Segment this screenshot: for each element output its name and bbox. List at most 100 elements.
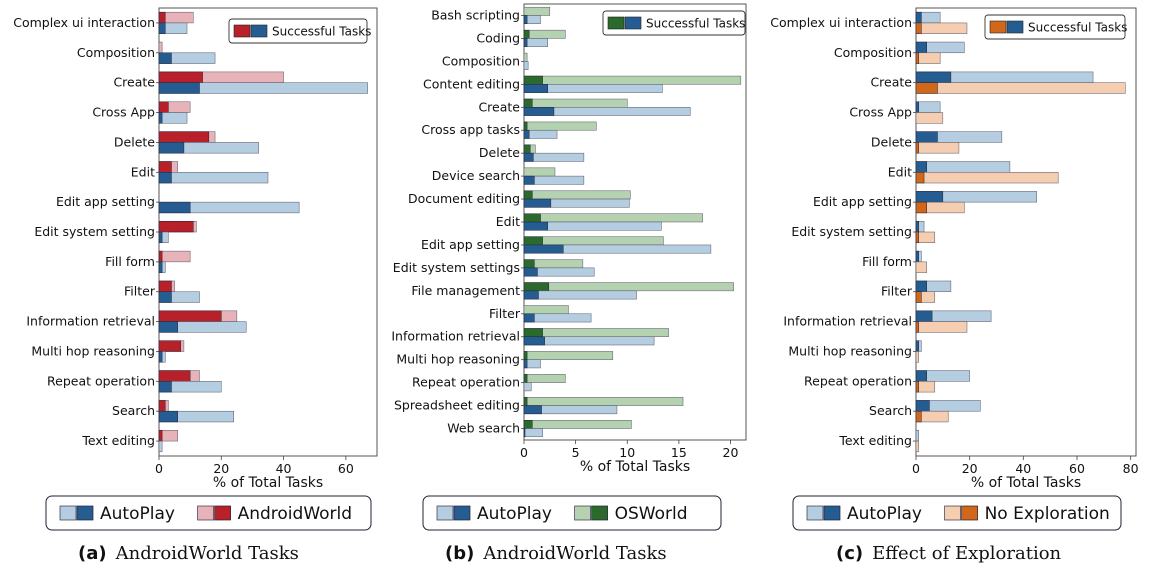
bar-successful-androidworld — [158, 340, 182, 352]
bottom-legend-label: AutoPlay — [100, 504, 175, 524]
bar-successful-autoplay — [158, 291, 172, 303]
category-label: Information retrieval — [26, 314, 155, 329]
bar-successful-androidworld — [158, 430, 163, 442]
category-label: Composition — [834, 45, 912, 60]
bar-total-autoplay — [915, 161, 1011, 173]
bar-total-androidworld — [158, 250, 191, 263]
bar-total-osworld — [523, 52, 528, 62]
bar-successful-androidworld — [158, 370, 191, 382]
bar-total-autoplay — [523, 290, 637, 300]
bottom-legend-swatch-dark — [453, 505, 471, 521]
category-label: Document editing — [408, 191, 520, 206]
bar-total-osworld — [523, 75, 742, 85]
bar-total-autoplay — [915, 430, 919, 442]
category-label: Create — [870, 75, 912, 90]
category-label: Edit — [496, 214, 520, 229]
category-label: Information retrieval — [391, 329, 520, 344]
caption-text: AndroidWorld Tasks — [115, 543, 299, 564]
category-label: Composition — [442, 53, 520, 68]
category-label: Multi hop reasoning — [396, 352, 520, 367]
bar-total-androidworld — [158, 41, 163, 54]
bottom-legend-swatch-light — [436, 505, 454, 521]
category-label: Edit system setting — [34, 224, 155, 239]
chart-panel-3: Complex ui interaction Composition Create C… — [770, 7, 1139, 564]
bar-successful-autoplay — [158, 261, 163, 273]
legend-swatch-dark-2 — [250, 24, 268, 38]
bar-successful-osworld — [523, 144, 531, 154]
caption-label: (b) — [445, 543, 474, 564]
bar-successful-autoplay — [158, 82, 200, 94]
category-label: Content editing — [423, 76, 520, 91]
bottom-legend-swatch-dark — [214, 505, 231, 521]
bar-successful-autoplay — [915, 71, 952, 83]
caption: (c) Effect of Exploration — [836, 543, 1062, 564]
bar-successful-no-exploration — [915, 82, 938, 94]
bar-successful-autoplay — [158, 201, 191, 214]
bar-successful-autoplay — [158, 22, 166, 34]
bar-successful-autoplay — [523, 313, 535, 323]
category-label: Edit app setting — [56, 194, 155, 209]
bottom-legend-label: No Exploration — [985, 504, 1110, 524]
bottom-legend-swatch-light — [59, 505, 77, 521]
bar-successful-osworld — [523, 282, 550, 292]
bottom-legend: AutoPlay AndroidWorld — [45, 495, 372, 531]
bar-total-autoplay — [523, 382, 532, 392]
x-tick-label: 60 — [1069, 461, 1085, 476]
category-label: Edit system setting — [791, 224, 912, 239]
bottom-legend-label: OSWorld — [615, 504, 688, 524]
bar-successful-osworld — [523, 420, 533, 429]
bar-successful-osworld — [523, 190, 533, 200]
x-tick-label: 20 — [213, 461, 229, 476]
bar-total-no-exploration — [915, 142, 960, 154]
bar-successful-autoplay — [158, 410, 178, 423]
category-label: Edit — [131, 164, 155, 179]
bar-successful-autoplay — [158, 172, 172, 184]
bar-total-osworld — [523, 29, 566, 39]
bar-total-no-exploration — [915, 112, 944, 124]
bar-successful-autoplay — [523, 175, 535, 185]
category-label: Filter — [124, 284, 156, 299]
bar-successful-no-exploration — [915, 142, 919, 154]
panel-caption: (a) AndroidWorld Tasks — [78, 543, 299, 564]
bottom-legend-label: AndroidWorld — [238, 504, 352, 524]
category-label: Bash scripting — [431, 7, 520, 22]
chart-panel-2: Bash scripting Coding Composition Content e… — [391, 3, 747, 564]
bar-total-osworld — [523, 236, 664, 246]
bar-successful-osworld — [523, 121, 528, 131]
x-axis-label: % of Total Tasks — [213, 475, 323, 491]
bar-successful-autoplay — [523, 84, 548, 93]
category-label: Composition — [77, 45, 155, 60]
bar-total-osworld — [523, 397, 684, 406]
bar-total-osworld — [523, 351, 614, 360]
category-label: Repeat operation — [412, 375, 520, 390]
bar-successful-no-exploration — [915, 22, 922, 34]
category-label: Fill form — [105, 254, 155, 269]
caption: (a) AndroidWorld Tasks — [78, 543, 299, 564]
bar-successful-androidworld — [158, 101, 169, 113]
bar-successful-autoplay — [915, 161, 927, 173]
bar-total-osworld — [523, 121, 597, 131]
bar-successful-autoplay — [523, 428, 526, 438]
bar-successful-androidworld — [158, 250, 163, 263]
bar-successful-autoplay — [915, 191, 944, 203]
x-axis-label: % of Total Tasks — [971, 475, 1081, 491]
bar-successful-autoplay — [523, 15, 528, 24]
bar-successful-no-exploration — [915, 201, 927, 214]
panel-caption: (b) AndroidWorld Tasks — [445, 543, 667, 564]
bottom-legend-swatch-light — [574, 505, 591, 521]
bar-successful-androidworld — [158, 280, 172, 292]
bottom-legend-swatch-light — [944, 505, 961, 521]
category-label: Spreadsheet editing — [394, 398, 520, 413]
bar-successful-autoplay — [158, 321, 178, 333]
x-axis-label: % of Total Tasks — [580, 459, 690, 475]
legend-swatch-dark-1 — [233, 24, 251, 38]
bar-successful-osworld — [523, 351, 528, 360]
legend-swatch-dark-1 — [989, 20, 1007, 34]
bar-total-osworld — [523, 328, 669, 337]
category-label: Repeat operation — [47, 373, 155, 388]
bar-total-no-exploration — [915, 22, 968, 34]
bar-total-osworld — [523, 190, 631, 200]
bar-total-autoplay — [523, 61, 529, 70]
bar-successful-no-exploration — [915, 291, 922, 303]
category-label: Create — [478, 99, 520, 114]
